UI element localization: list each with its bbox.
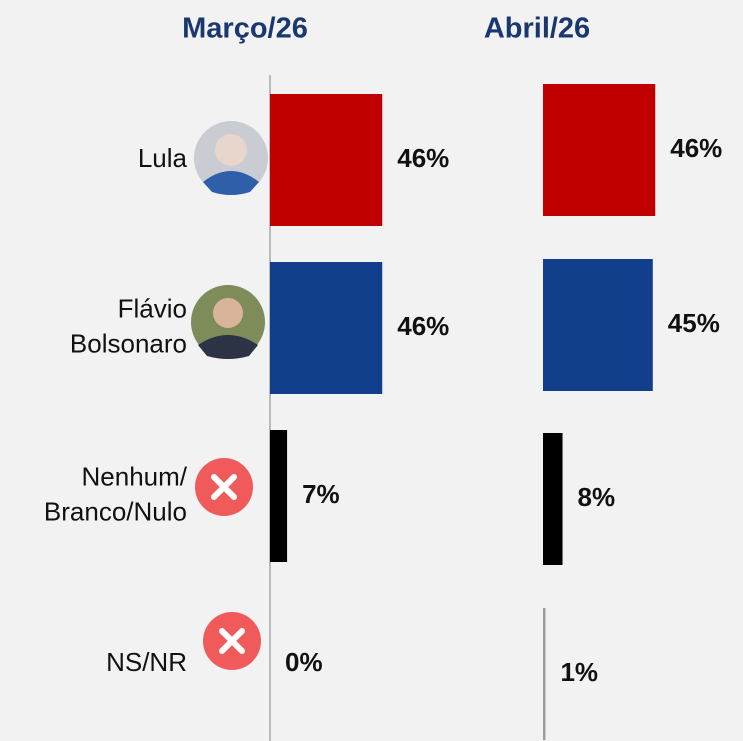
value-label: 45% (668, 308, 720, 338)
value-label: 0% (285, 647, 323, 677)
x-icon (195, 458, 253, 516)
bar (543, 84, 656, 216)
value-label: 7% (302, 479, 340, 509)
value-label: 8% (578, 482, 616, 512)
bar (543, 259, 653, 391)
category-label: NS/NR (106, 647, 187, 677)
bar (270, 262, 383, 394)
bar (543, 433, 563, 565)
bar (270, 94, 383, 226)
avatar-lula (194, 121, 268, 195)
value-label: 46% (397, 143, 449, 173)
avatar-flavio (191, 285, 265, 359)
value-label: 46% (397, 311, 449, 341)
column-title: Abril/26 (484, 13, 590, 45)
bar (543, 608, 546, 740)
category-label: Lula (138, 143, 188, 173)
value-label: 46% (670, 133, 722, 163)
x-icon (203, 612, 261, 670)
value-label: 1% (560, 657, 598, 687)
bar (270, 430, 288, 562)
category-label: Flávio Bolsonaro (70, 293, 187, 358)
column-title: Março/26 (182, 13, 308, 45)
category-label: Nenhum/Branco/Nulo (44, 461, 188, 526)
